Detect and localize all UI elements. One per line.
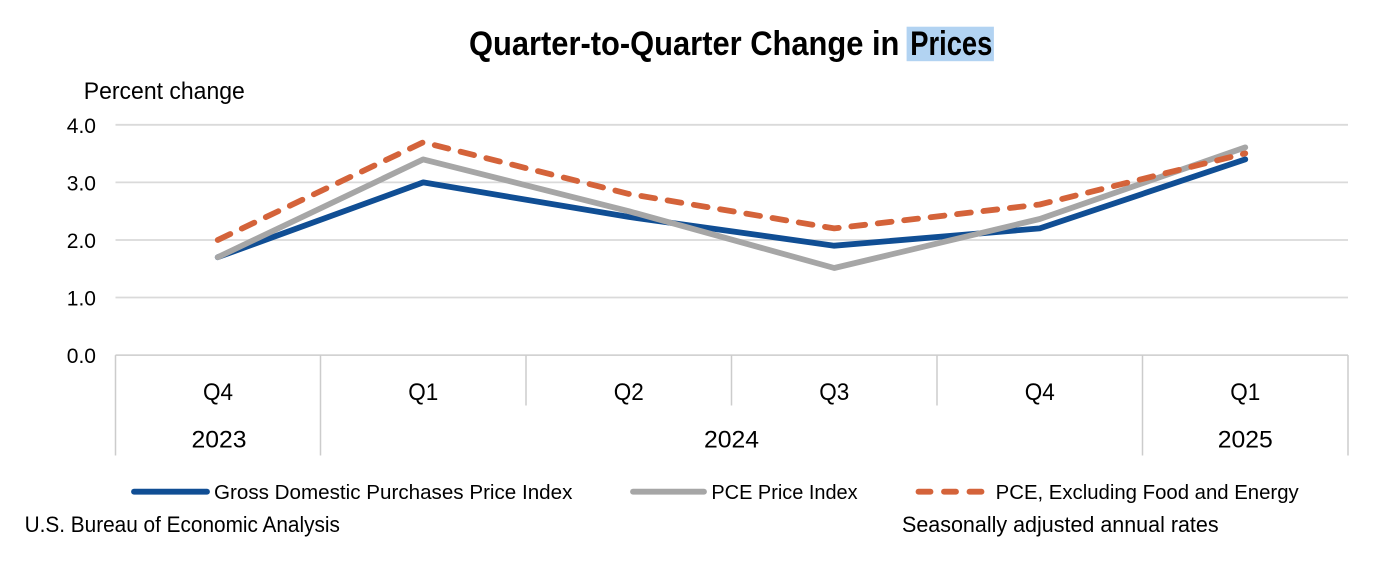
svg-text:0.0: 0.0 (67, 345, 96, 368)
svg-text:Q1: Q1 (408, 379, 438, 406)
svg-text:Quarter-to-Quarter Change in: Quarter-to-Quarter Change in (469, 25, 899, 63)
svg-text:Prices: Prices (910, 25, 992, 63)
svg-text:1.0: 1.0 (67, 288, 96, 311)
svg-text:2025: 2025 (1218, 427, 1273, 454)
svg-text:Gross Domestic Purchases Price: Gross Domestic Purchases Price Index (214, 482, 572, 504)
svg-text:Percent change: Percent change (84, 78, 245, 105)
svg-text:U.S. Bureau of Economic Analys: U.S. Bureau of Economic Analysis (25, 512, 340, 537)
svg-text:4.0: 4.0 (67, 115, 96, 138)
svg-text:Q4: Q4 (203, 379, 233, 406)
svg-text:Seasonally adjusted annual rat: Seasonally adjusted annual rates (902, 512, 1219, 537)
svg-text:PCE, Excluding Food and Energy: PCE, Excluding Food and Energy (996, 482, 1299, 504)
svg-text:Q3: Q3 (819, 379, 849, 406)
svg-text:2024: 2024 (704, 427, 759, 454)
svg-text:PCE Price Index: PCE Price Index (711, 482, 857, 504)
svg-text:Q2: Q2 (614, 379, 644, 406)
svg-text:2.0: 2.0 (67, 230, 96, 253)
svg-text:2023: 2023 (192, 427, 247, 454)
svg-text:Q4: Q4 (1025, 379, 1055, 406)
svg-text:Q1: Q1 (1230, 379, 1260, 406)
svg-text:3.0: 3.0 (67, 173, 96, 196)
